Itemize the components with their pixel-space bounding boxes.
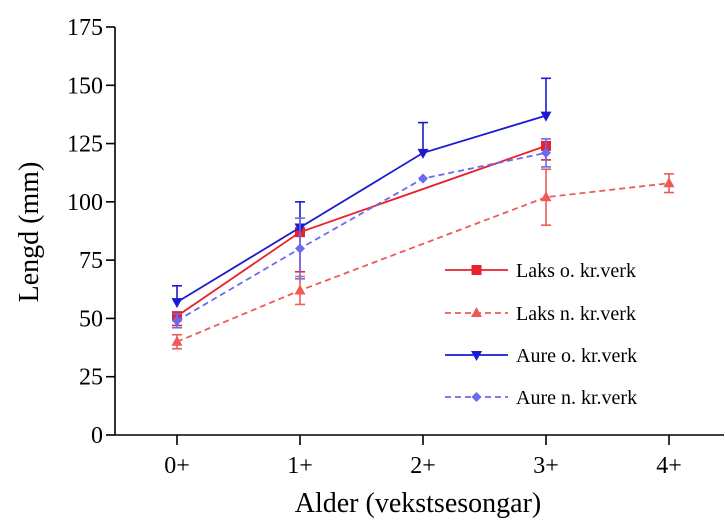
series-line — [176, 145, 547, 317]
y-tick-label: 0 — [91, 423, 103, 449]
series-3 — [171, 77, 552, 309]
data-point — [663, 177, 675, 188]
legend-swatch-marker — [471, 307, 482, 317]
data-point — [295, 243, 305, 254]
x-ticks: 0+ 1+ 2+ 3+ 4+ — [164, 435, 682, 479]
legend: Laks o. kr.verk Laks n. kr.verk Aure o. kr… — [445, 260, 637, 409]
legend-label: Aure o. kr.verk — [516, 345, 637, 367]
y-axis-title: Lengd (mm) — [14, 162, 45, 303]
y-tick-label: 175 — [67, 15, 103, 41]
y-tick-label: 75 — [79, 248, 103, 274]
series-line — [176, 152, 547, 322]
x-tick-label: 3+ — [533, 453, 559, 479]
legend-swatch-marker — [471, 392, 482, 402]
data-point — [172, 315, 182, 326]
series-line — [176, 182, 670, 343]
x-tick-label: 0+ — [164, 453, 190, 479]
legend-swatch-marker — [471, 265, 482, 275]
legend-entry-4: Aure n. kr.verk — [445, 387, 637, 409]
legend-label: Aure n. kr.verk — [516, 387, 637, 409]
data-point — [417, 148, 429, 159]
y-ticks: 0 25 50 75 100 125 150 175 — [67, 15, 115, 449]
y-tick-label: 25 — [79, 365, 103, 391]
legend-entry-1: Laks o. kr.verk — [445, 260, 636, 282]
axes: 0 25 50 75 100 125 150 175 0+ 1+ 2+ 3+ 4+ — [67, 15, 724, 479]
x-tick-label: 2+ — [410, 453, 436, 479]
legend-label: Laks n. kr.verk — [516, 303, 636, 325]
legend-label: Laks o. kr.verk — [516, 260, 636, 282]
data-point — [171, 335, 183, 346]
data-point — [541, 147, 551, 158]
series-1 — [172, 140, 551, 327]
y-tick-label: 150 — [67, 73, 103, 99]
data-point — [540, 191, 552, 202]
legend-swatch-marker — [471, 351, 482, 361]
legend-entry-2: Laks n. kr.verk — [445, 303, 636, 325]
data-point — [171, 298, 183, 309]
y-tick-label: 50 — [79, 306, 103, 332]
legend-entry-3: Aure o. kr.verk — [445, 345, 637, 367]
series-4 — [172, 138, 551, 329]
data-point — [294, 284, 306, 295]
series-line — [176, 114, 547, 303]
data-point — [540, 111, 552, 122]
data-point — [418, 173, 428, 184]
series-layer — [171, 77, 675, 350]
x-tick-label: 4+ — [656, 453, 682, 479]
y-tick-label: 100 — [67, 190, 103, 216]
x-tick-label: 1+ — [287, 453, 313, 479]
x-axis-title: Alder (vekstsesongar) — [295, 488, 541, 519]
y-tick-label: 125 — [67, 132, 103, 158]
